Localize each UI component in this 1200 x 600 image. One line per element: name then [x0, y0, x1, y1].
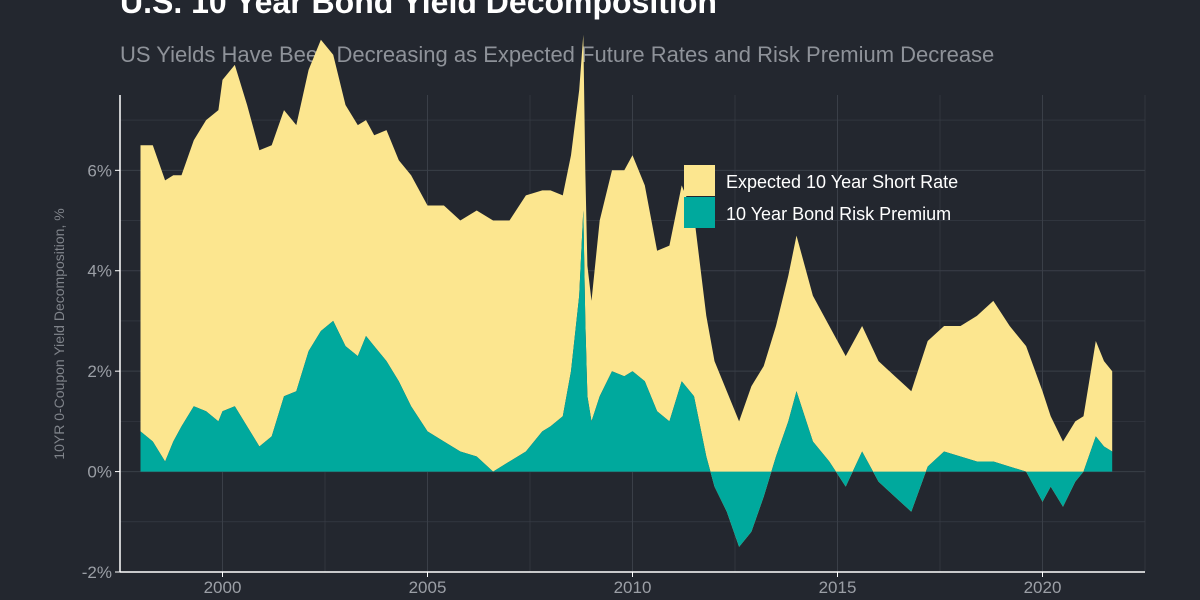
series-area-risk-premium: [140, 210, 1113, 547]
series-area-expected-rate: [140, 34, 1113, 547]
chart-title: U.S. 10 Year Bond Yield Decomposition: [120, 0, 717, 20]
y-tick-label: -2%: [82, 563, 112, 582]
x-tick-label: 2010: [614, 578, 652, 597]
y-tick-label: 0%: [87, 463, 112, 482]
axis-layer: -2% 0% 2% 4% 6% 2000 2005 2010 2015 2020: [82, 95, 1145, 597]
x-tick-label: 2000: [204, 578, 242, 597]
x-tick-label: 2020: [1024, 578, 1062, 597]
y-tick-label: 6%: [87, 161, 112, 180]
series-layer: [140, 34, 1113, 547]
legend-swatch-risk-premium: [684, 197, 715, 228]
y-axis-label: 10YR 0-Coupon Yield Decomposition, %: [51, 208, 67, 459]
legend-swatch-expected-rate: [684, 165, 715, 196]
y-tick-label: 2%: [87, 362, 112, 381]
y-tick-label: 4%: [87, 262, 112, 281]
x-tick-label: 2005: [409, 578, 447, 597]
x-tick-label: 2015: [819, 578, 857, 597]
legend: Expected 10 Year Short Rate 10 Year Bond…: [684, 165, 958, 228]
legend-label-risk-premium: 10 Year Bond Risk Premium: [726, 204, 951, 224]
chart-subtitle: US Yields Have Been Decreasing as Expect…: [120, 42, 995, 67]
legend-label-expected-rate: Expected 10 Year Short Rate: [726, 172, 958, 192]
